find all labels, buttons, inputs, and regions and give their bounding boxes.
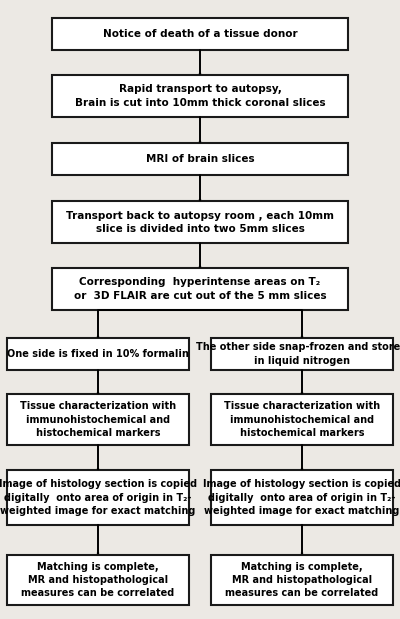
Text: Matching is complete,
MR and histopathological
measures can be correlated: Matching is complete, MR and histopathol… xyxy=(225,562,379,598)
FancyBboxPatch shape xyxy=(52,201,348,243)
FancyBboxPatch shape xyxy=(52,18,348,50)
Text: Notice of death of a tissue donor: Notice of death of a tissue donor xyxy=(103,29,297,39)
FancyBboxPatch shape xyxy=(211,470,393,525)
Text: Image of histology section is copied
digitally  onto area of origin in T₂-
weigh: Image of histology section is copied dig… xyxy=(203,480,400,516)
Text: Matching is complete,
MR and histopathological
measures can be correlated: Matching is complete, MR and histopathol… xyxy=(21,562,175,598)
Text: The other side snap-frozen and stored
in liquid nitrogen: The other side snap-frozen and stored in… xyxy=(196,342,400,366)
FancyBboxPatch shape xyxy=(7,470,189,525)
Text: One side is fixed in 10% formalin: One side is fixed in 10% formalin xyxy=(7,349,189,359)
FancyBboxPatch shape xyxy=(52,268,348,310)
Text: Image of histology section is copied
digitally  onto area of origin in T₂-
weigh: Image of histology section is copied dig… xyxy=(0,480,197,516)
FancyBboxPatch shape xyxy=(52,143,348,175)
FancyBboxPatch shape xyxy=(211,338,393,370)
FancyBboxPatch shape xyxy=(7,338,189,370)
FancyBboxPatch shape xyxy=(7,394,189,445)
FancyBboxPatch shape xyxy=(7,555,189,605)
Text: Tissue characterization with
immunohistochemical and
histochemical markers: Tissue characterization with immunohisto… xyxy=(224,402,380,438)
FancyBboxPatch shape xyxy=(52,75,348,117)
FancyBboxPatch shape xyxy=(211,394,393,445)
Text: Corresponding  hyperintense areas on T₂
or  3D FLAIR are cut out of the 5 mm sli: Corresponding hyperintense areas on T₂ o… xyxy=(74,277,326,301)
Text: Tissue characterization with
immunohistochemical and
histochemical markers: Tissue characterization with immunohisto… xyxy=(20,402,176,438)
Text: Transport back to autopsy room , each 10mm
slice is divided into two 5mm slices: Transport back to autopsy room , each 10… xyxy=(66,210,334,234)
FancyBboxPatch shape xyxy=(211,555,393,605)
Text: MRI of brain slices: MRI of brain slices xyxy=(146,154,254,164)
Text: Rapid transport to autopsy,
Brain is cut into 10mm thick coronal slices: Rapid transport to autopsy, Brain is cut… xyxy=(75,84,325,108)
